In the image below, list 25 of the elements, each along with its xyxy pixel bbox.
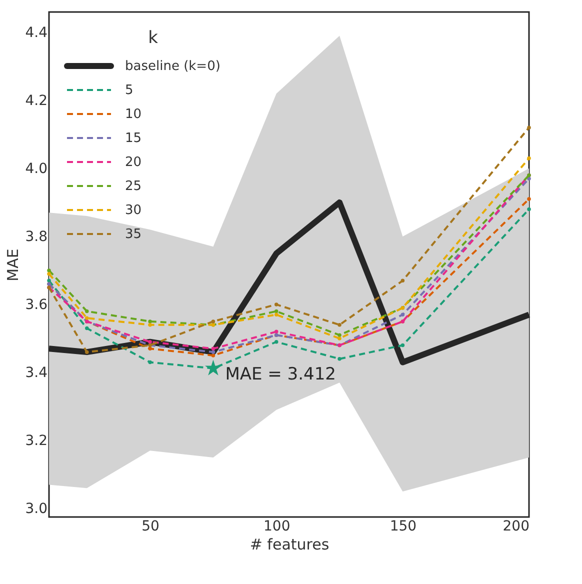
y-tick-label: 4.0	[25, 160, 48, 177]
legend-label: 25	[125, 179, 142, 194]
y-tick-label: 4.4	[25, 24, 48, 41]
legend-label: 15	[125, 131, 142, 146]
legend-label: baseline (k=0)	[125, 59, 220, 74]
y-tick-label: 3.0	[25, 501, 48, 517]
x-tick-label: 100	[264, 518, 290, 534]
y-tick-label: 3.8	[25, 228, 48, 245]
legend-label: 20	[125, 155, 142, 170]
legend-label: 35	[125, 227, 142, 242]
y-tick-label: 4.2	[25, 92, 48, 109]
x-tick-label: 200	[502, 518, 530, 534]
legend-title: k	[148, 28, 158, 48]
y-tick-label: 3.6	[25, 296, 48, 313]
y-axis-title: MAE	[4, 248, 22, 282]
legend-label: 5	[125, 83, 134, 98]
legend-label: 30	[125, 203, 142, 218]
x-tick-label: 50	[142, 518, 160, 534]
annotation: MAE = 3.412	[225, 364, 336, 384]
x-tick-label: 150	[390, 518, 417, 534]
y-tick-label: 3.2	[25, 432, 48, 449]
y-tick-label: 3.4	[25, 364, 48, 381]
line-series	[47, 126, 531, 354]
x-axis-title: # features	[250, 536, 330, 554]
legend-label: 10	[125, 107, 142, 122]
